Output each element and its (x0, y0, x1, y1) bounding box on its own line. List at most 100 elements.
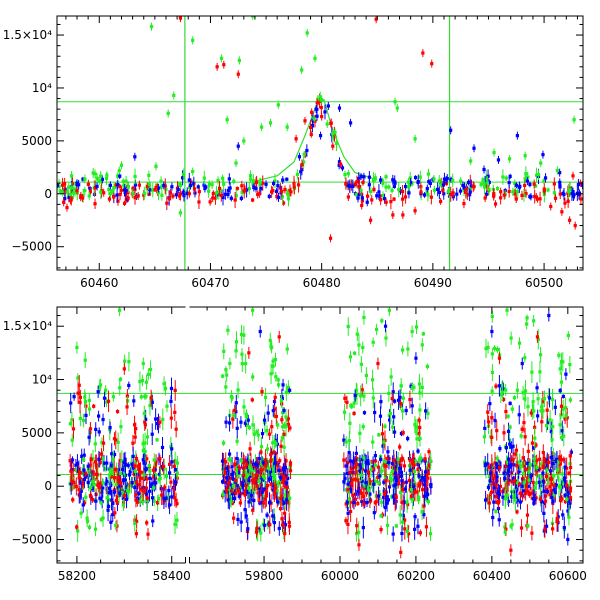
season-1-point (255, 463, 259, 467)
series-0-point (146, 532, 150, 536)
baseline-point (398, 189, 403, 193)
season-3-point (527, 478, 531, 482)
season-1-point (266, 484, 270, 488)
season-2-point (358, 489, 362, 493)
baseline-point (133, 174, 137, 179)
series-2-point (539, 161, 543, 165)
season-2-point (403, 487, 407, 491)
season-2-point (368, 481, 373, 485)
season-2-point (364, 373, 368, 378)
season-3-point (497, 493, 502, 497)
season-3-point (535, 386, 539, 390)
series-2-point (406, 180, 411, 184)
season-1-point (242, 473, 246, 478)
season-0-point (83, 395, 87, 399)
season-3-point (487, 475, 492, 479)
season-1-point (273, 476, 277, 480)
season-2-point (420, 343, 424, 347)
season-2-point (426, 476, 430, 480)
season-3-point (541, 479, 545, 483)
baseline-point (517, 185, 521, 189)
series-1-point (515, 133, 519, 138)
season-1-point (283, 511, 287, 515)
season-2-point (423, 478, 427, 482)
season-0-point (140, 494, 145, 498)
season-0-point (81, 503, 85, 507)
season-1-point (272, 491, 276, 496)
season-0-point (76, 529, 80, 533)
baseline-point (99, 180, 104, 184)
season-1-point (262, 418, 267, 422)
season-1-point (224, 460, 228, 464)
season-3-point (523, 435, 527, 439)
season-2-point (380, 500, 384, 504)
season-3-point (513, 498, 518, 502)
season-0-point (104, 400, 109, 404)
season-3-point (568, 398, 573, 402)
season-1-point (288, 426, 292, 430)
season-3-point (559, 436, 564, 440)
season-3-point (487, 483, 491, 487)
season-1-point (268, 500, 272, 505)
season-2-point (398, 513, 402, 517)
baseline-point (558, 192, 562, 196)
season-0-point (83, 358, 87, 362)
season-3-point (501, 387, 505, 391)
season-0-point (128, 483, 132, 487)
season-2-point (363, 469, 368, 473)
season-1-point (262, 478, 266, 482)
season-0-point (147, 489, 152, 493)
season-2-point (362, 494, 366, 499)
baseline-point (511, 190, 515, 194)
season-2-point (421, 488, 425, 492)
season-2-point (420, 385, 424, 389)
series-0-point (277, 335, 281, 339)
season-3-point (568, 465, 573, 470)
baseline-point (273, 179, 277, 183)
season-3-point (500, 390, 505, 394)
series-0-point (68, 198, 72, 202)
season-0-point (152, 481, 157, 485)
season-3-point (558, 498, 563, 503)
baseline-point (468, 190, 472, 194)
season-3-point (492, 500, 496, 504)
baseline-point (520, 193, 524, 198)
season-1-point (276, 383, 281, 387)
season-0-point (140, 378, 144, 383)
baseline-point (63, 190, 67, 194)
season-3-point (511, 457, 515, 462)
season-3-point (552, 474, 556, 478)
baseline-point (484, 175, 488, 180)
season-0-point (148, 469, 152, 473)
season-3-point (540, 500, 544, 504)
season-2-point (406, 532, 411, 536)
season-0-point (82, 457, 86, 461)
season-1-point (234, 401, 238, 405)
baseline-point (566, 191, 570, 195)
flare-point (343, 172, 347, 177)
season-1-point (274, 491, 279, 495)
baseline-point (63, 197, 67, 201)
season-3-point (522, 471, 526, 475)
series-2-point (87, 194, 91, 198)
season-0-point (86, 519, 90, 523)
series-1-point (314, 107, 318, 111)
baseline-point (465, 193, 469, 197)
y-tick-label: 0 (44, 479, 52, 493)
season-2-point (382, 480, 386, 484)
series-2-point (305, 31, 309, 35)
series-0-point (283, 187, 287, 192)
season-2-point (372, 511, 376, 515)
series-0-point (535, 335, 540, 339)
season-3-point (562, 478, 567, 482)
season-2-point (385, 523, 390, 527)
season-3-point (529, 411, 533, 415)
baseline-point (57, 183, 60, 188)
baseline-point (93, 172, 97, 176)
season-0-point (128, 470, 132, 474)
baseline-point (178, 192, 183, 196)
season-1-point (262, 501, 266, 505)
series-2-point (508, 157, 512, 161)
season-0-point (135, 519, 139, 523)
season-1-point (255, 473, 259, 477)
